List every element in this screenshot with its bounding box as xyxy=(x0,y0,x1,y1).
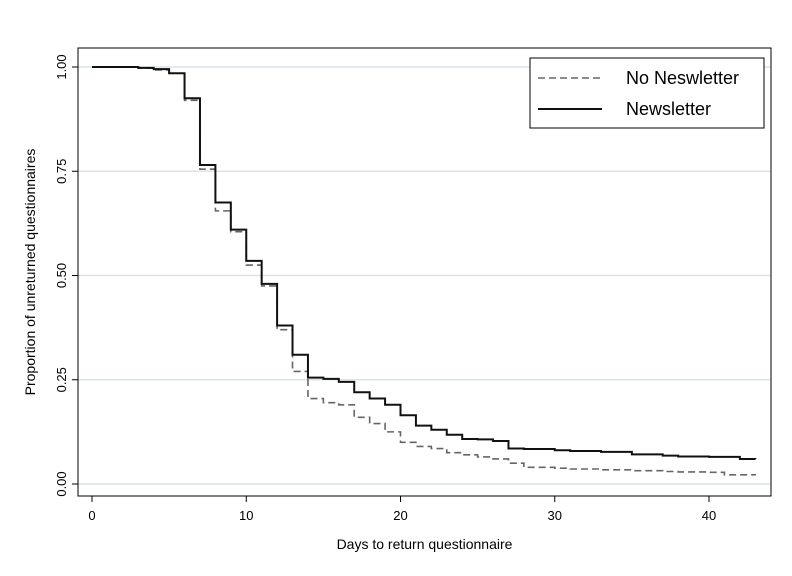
y-tick-label-1: 0.25 xyxy=(54,367,69,392)
y-tick-label-4: 1.00 xyxy=(54,54,69,79)
axes-layer: 0 10 20 30 40 0.00 0.25 0.50 0.75 1.00 xyxy=(54,47,772,523)
grid-layer xyxy=(78,66,771,485)
x-tick-label-2: 20 xyxy=(393,508,407,523)
legend-label-1: Newsletter xyxy=(626,99,711,119)
x-axis-title: Days to return questionnaire xyxy=(337,536,513,552)
series-layer xyxy=(92,66,757,476)
y-axis-title: Proportion of unreturned questionnaires xyxy=(22,149,38,396)
y-tick-label-2: 0.50 xyxy=(54,263,69,288)
y-tick-label-0: 0.00 xyxy=(54,471,69,496)
legend: No Neswletter Newsletter xyxy=(529,57,765,129)
x-tick-label-3: 30 xyxy=(548,508,562,523)
x-tick-label-1: 10 xyxy=(239,508,253,523)
x-tick-label-4: 40 xyxy=(702,508,716,523)
plot-frame xyxy=(77,47,772,497)
x-tick-label-0: 0 xyxy=(88,508,95,523)
legend-label-0: No Neswletter xyxy=(626,68,739,88)
y-tick-label-3: 0.75 xyxy=(54,159,69,184)
legend-box xyxy=(529,57,765,129)
series-line-newsletter xyxy=(92,66,757,460)
